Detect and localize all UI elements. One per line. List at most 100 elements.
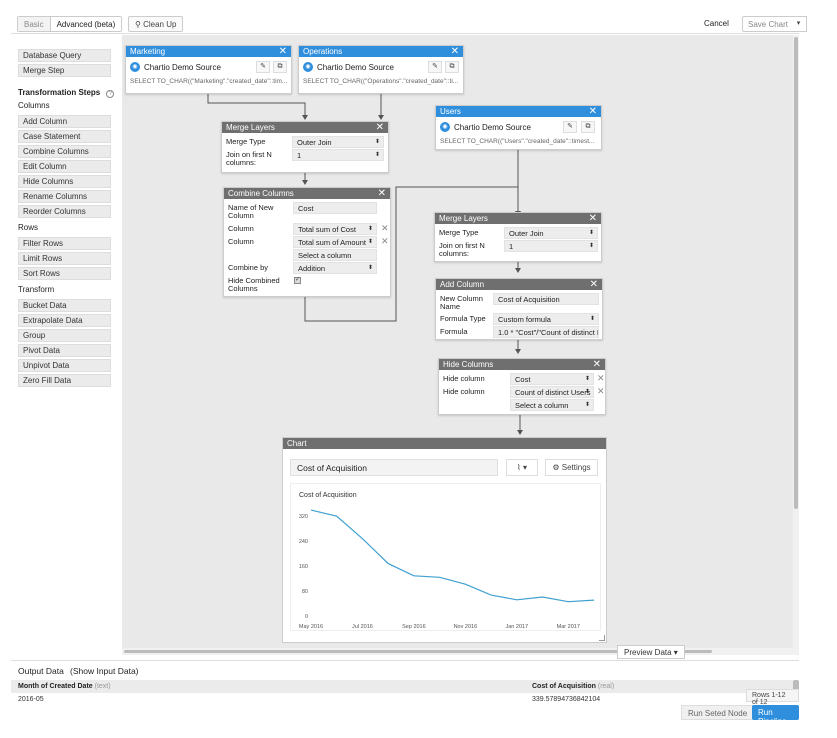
run-pipeline-button[interactable]: Run Pipeline [752, 705, 799, 726]
add-column-header: Add Column ✕ [436, 279, 602, 290]
database-icon: ◉ [303, 62, 313, 72]
help-icon[interactable]: ? [106, 90, 115, 98]
merge-type-select[interactable]: Outer Join ⬍ [292, 136, 384, 148]
extrapolate-data-button[interactable]: Extrapolate Data [18, 314, 111, 327]
chart-area: Cost of Acquisition 0 80 160 240 320 May 2016 J… [290, 483, 601, 631]
tab-basic[interactable]: Basic [18, 17, 50, 31]
remove-icon[interactable]: ✕ [381, 223, 389, 233]
close-icon[interactable]: ✕ [377, 188, 386, 199]
new-column-name-row: Name of New Column Cost [224, 202, 390, 223]
formula-type-row: Formula Type Custom formula ⬍ [436, 313, 602, 326]
unpivot-data-button[interactable]: Unpivot Data [18, 359, 111, 372]
rename-columns-button[interactable]: Rename Columns [18, 190, 111, 203]
edit-icon[interactable]: ✎ [563, 121, 577, 133]
join-value: 1 [297, 151, 302, 160]
database-query-button[interactable]: Database Query [18, 49, 111, 62]
close-icon[interactable]: ✕ [592, 359, 601, 370]
preview-data-button[interactable]: Preview Data ▾ [617, 645, 685, 659]
column-select-1[interactable]: Total sum of Cost ⬍ [293, 223, 377, 235]
sort-rows-button[interactable]: Sort Rows [18, 267, 111, 280]
scroll-thumb[interactable] [794, 37, 798, 509]
column-header-cost[interactable]: Cost of Acquisition (real) [532, 683, 614, 690]
bucket-data-button[interactable]: Bucket Data [18, 299, 111, 312]
pivot-data-button[interactable]: Pivot Data [18, 344, 111, 357]
copy-icon[interactable]: ⧉ [581, 121, 595, 133]
operations-source-node[interactable]: Operations ✕ ◉ Chartio Demo Source ✎ ⧉ S… [298, 45, 464, 94]
new-column-name-input[interactable]: Cost [293, 202, 377, 214]
remove-icon[interactable]: ✕ [597, 373, 605, 383]
marketing-source-node[interactable]: Marketing ✕ ◉ Chartio Demo Source ✎ ⧉ SE… [125, 45, 292, 94]
reorder-columns-button[interactable]: Reorder Columns [18, 205, 111, 218]
run-selected-node-button[interactable]: Run Seted Node [681, 705, 755, 720]
hide-columns-node[interactable]: Hide Columns ✕ Hide column Cost ⬍ ✕ Hide … [438, 358, 606, 415]
case-statement-button[interactable]: Case Statement [18, 130, 111, 143]
close-icon[interactable]: ✕ [375, 122, 384, 133]
merge-step-button[interactable]: Merge Step [18, 64, 111, 77]
copy-icon[interactable]: ⧉ [445, 61, 459, 73]
column-select-3[interactable]: Select a column [293, 249, 377, 261]
vertical-scrollbar[interactable] [793, 35, 799, 655]
scroll-thumb-secondary[interactable] [682, 650, 712, 653]
tab-advanced[interactable]: Advanced (beta) [49, 17, 122, 31]
close-icon[interactable]: ✕ [589, 279, 598, 290]
marketing-node-header: Marketing ✕ [126, 46, 291, 57]
remove-icon[interactable]: ✕ [597, 386, 605, 396]
zero-fill-data-button[interactable]: Zero Fill Data [18, 374, 111, 387]
cancel-button[interactable]: Cancel [704, 19, 729, 28]
combine-columns-node[interactable]: Combine Columns ✕ Name of New Column Cos… [223, 187, 391, 297]
combine-by-value: Addition [298, 264, 326, 273]
combine-by-select[interactable]: Addition ⬍ [293, 262, 377, 274]
limit-rows-button[interactable]: Limit Rows [18, 252, 111, 265]
scroll-thumb[interactable] [124, 650, 619, 653]
chart-settings-button[interactable]: ⚙ Settings [545, 459, 598, 476]
clean-up-button[interactable]: ⚲ Clean Up [128, 16, 184, 32]
add-column-node[interactable]: Add Column ✕ New Column Name Cost of Acq… [435, 278, 603, 340]
hide-column-select-3[interactable]: Select a column ⬍ [510, 399, 594, 411]
column-label: Column [228, 224, 254, 233]
hide-combined-checkbox[interactable]: ✓ [294, 277, 301, 284]
database-icon: ◉ [130, 62, 140, 72]
new-column-name-input[interactable]: Cost of Acquisition [493, 293, 599, 305]
horizontal-scrollbar[interactable] [122, 648, 793, 655]
close-icon[interactable]: ✕ [588, 213, 597, 224]
filter-rows-button[interactable]: Filter Rows [18, 237, 111, 250]
resize-handle[interactable] [599, 635, 605, 641]
edit-icon[interactable]: ✎ [428, 61, 442, 73]
hide-column-select-1[interactable]: Cost ⬍ [510, 373, 594, 385]
chart-type-button[interactable]: ⌇ ▾ [506, 459, 538, 476]
column-select-2[interactable]: Total sum of Amount ⬍ [293, 236, 377, 248]
show-input-data-link[interactable]: (Show Input Data) [70, 666, 139, 676]
column-header-month[interactable]: Month of Created Date (text) [18, 683, 111, 690]
group-button[interactable]: Group [18, 329, 111, 342]
join-select[interactable]: 1 ⬍ [504, 240, 598, 252]
hide-columns-button[interactable]: Hide Columns [18, 175, 111, 188]
close-icon[interactable]: ✕ [588, 106, 597, 117]
hide-column-value: Select a column [515, 401, 569, 410]
pipeline-canvas[interactable]: Marketing ✕ ◉ Chartio Demo Source ✎ ⧉ SE… [122, 35, 793, 648]
merge-type-select[interactable]: Outer Join ⬍ [504, 227, 598, 239]
chart-title-input[interactable]: Cost of Acquisition [290, 459, 498, 476]
formula-input[interactable]: 1.0 * "Cost"/"Count of distinct I [493, 326, 599, 338]
add-column-button[interactable]: Add Column [18, 115, 111, 128]
join-select[interactable]: 1 ⬍ [292, 149, 384, 161]
edit-icon[interactable]: ✎ [256, 61, 270, 73]
users-source-node[interactable]: Users ✕ ◉ Chartio Demo Source ✎ ⧉ SELECT… [435, 105, 602, 150]
hide-columns-header: Hide Columns ✕ [439, 359, 605, 370]
close-icon[interactable]: ✕ [278, 46, 287, 57]
join-label: Join on first N columns: [226, 150, 272, 167]
save-options-dropdown[interactable]: ▾ [791, 16, 807, 32]
save-chart-button[interactable]: Save Chart [742, 16, 795, 32]
merge-layers-node[interactable]: Merge Layers ✕ Merge Type Outer Join ⬍ Jo… [221, 121, 389, 173]
hide-column-select-2[interactable]: Count of distinct Users ⬍ [510, 386, 594, 398]
chevron-updown-icon: ⬍ [367, 265, 373, 271]
chart-node[interactable]: Chart Cost of Acquisition ⌇ ▾ ⚙ Settings… [282, 437, 607, 643]
remove-icon[interactable]: ✕ [381, 236, 389, 246]
formula-type-select[interactable]: Custom formula ⬍ [493, 313, 599, 325]
close-icon[interactable]: ✕ [450, 46, 459, 57]
merge-layers-node-2[interactable]: Merge Layers ✕ Merge Type Outer Join ⬍ Jo… [434, 212, 602, 262]
sql-preview: SELECT TO_CHAR(("Marketing"."created_dat… [130, 78, 288, 85]
copy-icon[interactable]: ⧉ [273, 61, 287, 73]
combine-columns-button[interactable]: Combine Columns [18, 145, 111, 158]
edit-column-button[interactable]: Edit Column [18, 160, 111, 173]
table-cell-month: 2016-05 [18, 696, 44, 703]
